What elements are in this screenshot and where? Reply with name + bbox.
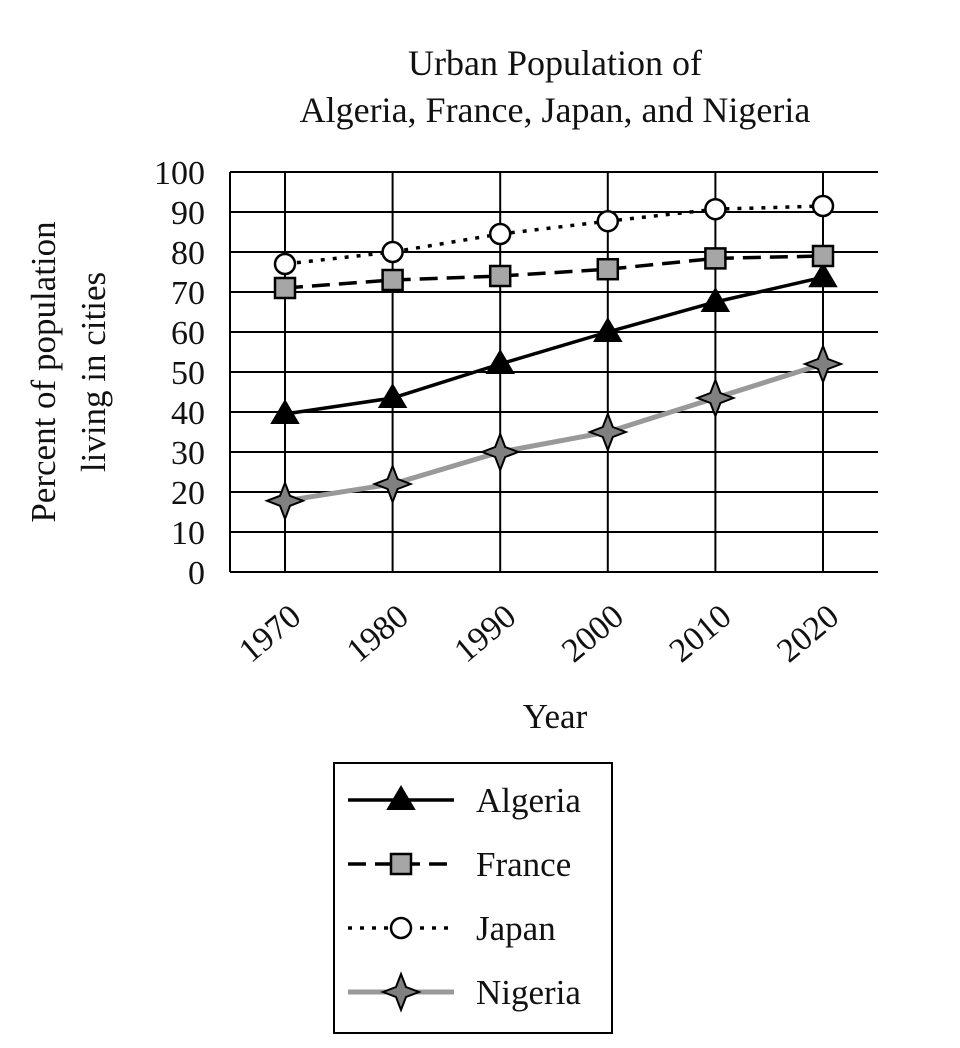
marker-nigeria [802,343,844,385]
marker-france [704,247,727,270]
y-tick-label: 70 [171,275,205,312]
marker-france [389,852,413,876]
legend-item-algeria: Algeria [348,781,581,820]
marker-algeria [593,317,623,342]
legend-item-japan: Japan [348,909,556,948]
marker-algeria [377,383,408,408]
y-tick-label: 20 [171,475,205,512]
series-line-japan [284,204,824,266]
series-japan [273,194,835,276]
marker-japan [488,222,512,246]
x-tick-label: 2000 [555,598,631,670]
series-line-france [284,254,824,290]
series-france [273,244,835,300]
x-tick-label: 1970 [232,598,308,670]
legend-box [333,762,613,1034]
marker-nigeria [371,463,414,505]
marker-japan [811,194,835,218]
marker-nigeria [380,971,422,1013]
series-layer [264,194,844,522]
y-tick-label: 50 [171,355,205,392]
y-tick-label: 10 [171,515,205,552]
marker-algeria [270,399,300,424]
marker-algeria [808,262,838,288]
y-tick-label: 60 [171,315,205,352]
x-tick-label: 2010 [663,598,739,670]
series-line-nigeria [284,361,824,504]
legend: Algeria France Japan Nigeria [333,762,613,1034]
y-tick-label: 80 [171,235,205,272]
marker-japan [389,916,413,940]
series-algeria [270,262,838,424]
x-axis-label: Year [523,697,588,736]
marker-france [811,244,835,268]
y-tick-label: 0 [188,555,205,592]
marker-algeria [485,349,515,374]
x-tick-label: 1980 [340,598,416,670]
marker-nigeria [694,377,737,419]
legend-item-nigeria: Nigeria [348,971,581,1013]
grid [229,171,878,573]
marker-japan [704,197,727,221]
marker-france [381,268,404,292]
marker-japan [381,240,404,264]
marker-japan [596,209,620,233]
marker-nigeria [587,411,629,453]
y-tick-label: 90 [171,195,205,232]
marker-france [273,276,297,300]
series-nigeria [264,343,844,522]
x-tick-label: 2020 [770,598,846,670]
marker-france [596,257,620,281]
y-tick-label: 40 [171,395,205,432]
chart-title-line-1: Urban Population of [408,43,702,83]
y-tick-label: 100 [154,155,205,192]
marker-japan [273,252,297,276]
marker-algeria [700,287,731,312]
legend-label-nigeria: Nigeria [476,973,581,1012]
x-tick-label: 1990 [447,598,523,670]
x-axis-ticks: 1970 1980 1990 2000 2010 2020 [232,598,846,670]
legend-label-japan: Japan [476,909,556,948]
legend-label-algeria: Algeria [476,781,581,820]
chart-title-line-2: Algeria, France, Japan, and Nigeria [300,90,811,130]
marker-algeria [386,785,416,810]
marker-france [488,264,512,288]
marker-nigeria [479,431,521,473]
y-axis-label-line-1: Percent of population [24,221,63,522]
legend-label-france: France [476,845,571,884]
y-tick-label: 30 [171,435,205,472]
legend-item-france: France [348,845,571,884]
y-axis-label-line-2: living in cities [74,272,113,472]
marker-nigeria [264,480,306,522]
series-line-algeria [284,275,824,416]
